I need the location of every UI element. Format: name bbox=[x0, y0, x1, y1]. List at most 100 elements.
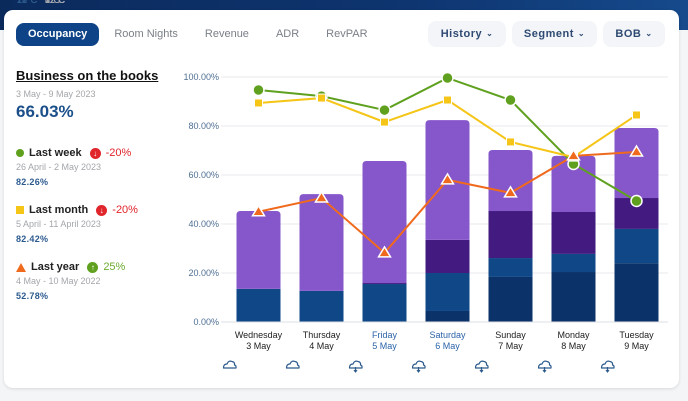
comparison-value: 82.26% bbox=[16, 177, 49, 187]
bob-label: BOB bbox=[615, 28, 642, 40]
y-tick-label: 40.00% bbox=[188, 219, 219, 229]
filter-dropdowns: History ⌄ Segment ⌄ BOB ⌄ bbox=[428, 21, 665, 47]
bar-segment bbox=[299, 194, 344, 291]
bar-stack bbox=[488, 150, 533, 322]
bar-segment bbox=[362, 161, 407, 284]
line-point-square bbox=[506, 137, 515, 147]
bar-segment bbox=[488, 258, 533, 277]
bar-stack bbox=[299, 194, 344, 322]
bar-segment bbox=[614, 228, 659, 264]
line-point-square bbox=[317, 93, 326, 103]
bar-segment bbox=[614, 127, 659, 199]
temperature-low: 4°C bbox=[45, 0, 61, 5]
bar-segment bbox=[362, 284, 407, 322]
bar-segment bbox=[236, 288, 281, 322]
bar-segment bbox=[551, 272, 596, 322]
x-tick-date: 4 May bbox=[309, 341, 334, 351]
weather-forecast bbox=[474, 360, 489, 373]
arrow-down-icon: ↓ bbox=[96, 204, 108, 216]
cloud-shape bbox=[222, 360, 237, 369]
temperature-low: 9°C bbox=[45, 0, 61, 5]
cloud-rain-icon bbox=[537, 360, 552, 373]
line-point-triangle bbox=[251, 204, 266, 217]
bar-stack bbox=[614, 127, 659, 322]
y-tick-label: 0.00% bbox=[193, 317, 219, 327]
weather-forecast bbox=[411, 360, 426, 373]
line-point-square bbox=[380, 117, 389, 127]
cloud-shape bbox=[411, 360, 426, 369]
temperature-high: 18°C bbox=[17, 0, 38, 5]
comparison-delta: -20% bbox=[112, 204, 138, 216]
bar-segment bbox=[614, 263, 659, 322]
bar-stack bbox=[362, 161, 407, 322]
x-tick-day: Wednesday bbox=[235, 330, 283, 340]
tab-room-nights[interactable]: Room Nights bbox=[114, 28, 178, 40]
bob-dropdown[interactable]: BOB ⌄ bbox=[603, 21, 665, 47]
metric-tabs: Occupancy Room Nights Revenue ADR RevPAR bbox=[16, 23, 383, 46]
comparison-value: 52.78% bbox=[16, 291, 49, 301]
comparison-value: 82.42% bbox=[16, 234, 49, 244]
cloud-shape bbox=[537, 360, 552, 369]
temperature-high: 16°C bbox=[17, 0, 38, 5]
comparison-last-week: Last week ↓ -20% 26 April - 2 May 2023 8… bbox=[16, 147, 186, 187]
comparison-last-month: Last month ↓ -20% 5 April - 11 April 202… bbox=[16, 204, 186, 244]
segment-dropdown[interactable]: Segment ⌄ bbox=[512, 21, 597, 47]
bar-segment bbox=[425, 239, 470, 273]
comparison-last-year: Last year ↑ 25% 4 May - 10 May 2022 52.7… bbox=[16, 261, 186, 301]
line-point-triangle bbox=[629, 144, 644, 157]
comparison-range: 5 April - 11 April 2023 bbox=[16, 219, 101, 229]
cloud-rain-icon bbox=[348, 360, 363, 373]
cloud-rain-icon bbox=[411, 360, 426, 373]
triangle-marker-icon bbox=[16, 262, 26, 272]
line-point-square bbox=[254, 98, 263, 108]
arrow-up-icon: ↑ bbox=[87, 261, 99, 273]
x-tick-date: 8 May bbox=[561, 341, 586, 351]
y-tick-label: 80.00% bbox=[188, 121, 219, 131]
cloud-shape bbox=[474, 360, 489, 369]
cloud-shape bbox=[285, 360, 300, 369]
weather-forecast bbox=[348, 360, 363, 373]
x-tick-date: 5 May bbox=[372, 341, 397, 351]
x-tick-date: 7 May bbox=[498, 341, 523, 351]
weather-forecast bbox=[222, 360, 237, 369]
temperature-low: 12°C bbox=[45, 0, 66, 5]
rain-drop bbox=[416, 367, 421, 373]
comparison-label: Last week bbox=[29, 147, 82, 159]
temperature-high: 12°C bbox=[17, 0, 38, 5]
line-point-triangle bbox=[503, 185, 518, 198]
x-tick-day: Friday bbox=[372, 330, 398, 340]
summary-range: 3 May - 9 May 2023 bbox=[16, 89, 96, 99]
chevron-down-icon: ⌄ bbox=[645, 28, 653, 38]
bar-segment bbox=[236, 211, 281, 289]
summary-title[interactable]: Business on the books bbox=[16, 68, 159, 83]
history-dropdown[interactable]: History ⌄ bbox=[428, 21, 506, 47]
bar-segment bbox=[551, 211, 596, 254]
bar-stack bbox=[551, 155, 596, 322]
weather-forecast bbox=[537, 360, 552, 373]
line-point-circle bbox=[378, 103, 391, 117]
comparison-delta: -20% bbox=[105, 147, 132, 159]
tab-revenue[interactable]: Revenue bbox=[204, 28, 249, 40]
bar-stack bbox=[236, 211, 281, 322]
bar-segment bbox=[551, 253, 596, 273]
x-tick-day: Saturday bbox=[429, 330, 466, 340]
cloud-shape bbox=[600, 360, 615, 369]
tab-revpar[interactable]: RevPAR bbox=[326, 28, 368, 40]
cloud-shape bbox=[348, 360, 363, 369]
bar-segment bbox=[362, 283, 407, 285]
rain-drop bbox=[479, 367, 484, 373]
square-marker-icon bbox=[16, 206, 24, 214]
bar-stack bbox=[425, 120, 470, 322]
line-point-triangle bbox=[440, 172, 455, 185]
tab-adr[interactable]: ADR bbox=[275, 28, 300, 40]
tab-occupancy[interactable]: Occupancy bbox=[16, 23, 100, 46]
line-point-triangle bbox=[377, 245, 392, 258]
cloud-icon bbox=[285, 360, 300, 369]
comparison-delta: 25% bbox=[103, 261, 126, 273]
bar-segment bbox=[299, 290, 344, 322]
line-point-circle bbox=[441, 71, 454, 85]
line-point-circle bbox=[630, 194, 643, 208]
history-label: History bbox=[440, 28, 483, 40]
comparison-label: Last month bbox=[29, 204, 89, 216]
